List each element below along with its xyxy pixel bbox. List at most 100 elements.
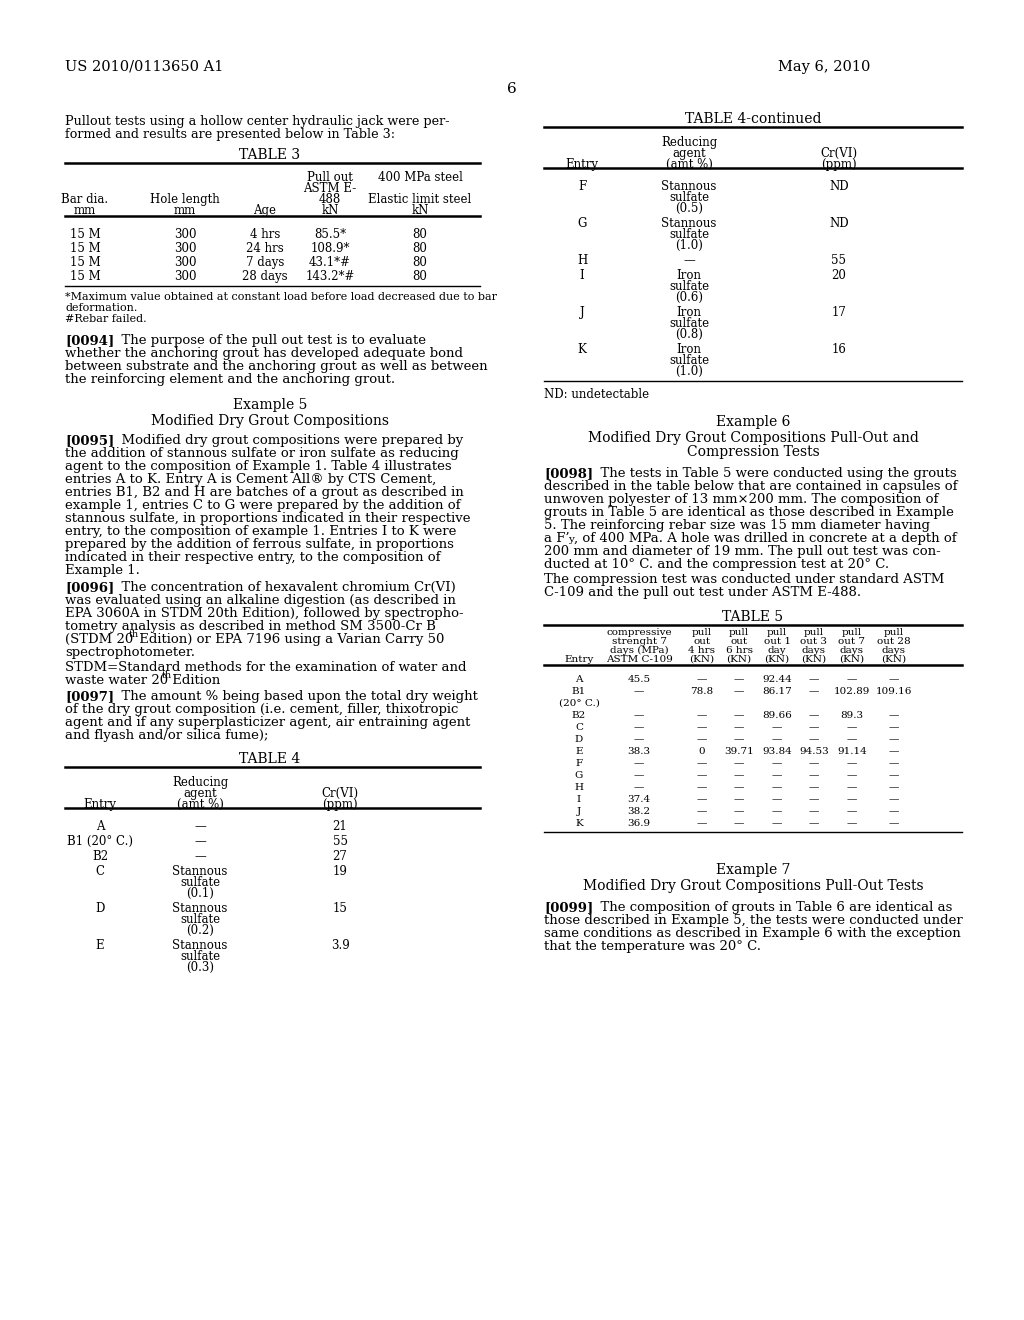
Text: A: A bbox=[96, 820, 104, 833]
Text: Example 7: Example 7 bbox=[716, 863, 791, 876]
Text: —: — bbox=[889, 711, 899, 719]
Text: ND: ND bbox=[829, 216, 849, 230]
Text: (KN): (KN) bbox=[726, 655, 752, 664]
Text: D: D bbox=[95, 902, 104, 915]
Text: pull: pull bbox=[804, 628, 824, 638]
Text: May 6, 2010: May 6, 2010 bbox=[777, 59, 870, 74]
Text: Iron: Iron bbox=[677, 269, 701, 282]
Text: —: — bbox=[772, 807, 782, 816]
Text: Stannous: Stannous bbox=[662, 180, 717, 193]
Text: 36.9: 36.9 bbox=[628, 818, 650, 828]
Text: TABLE 4-continued: TABLE 4-continued bbox=[685, 112, 821, 125]
Text: 38.2: 38.2 bbox=[628, 807, 650, 816]
Text: (KN): (KN) bbox=[689, 655, 715, 664]
Text: US 2010/0113650 A1: US 2010/0113650 A1 bbox=[65, 59, 223, 74]
Text: D: D bbox=[574, 735, 583, 744]
Text: sulfate: sulfate bbox=[669, 317, 709, 330]
Text: The composition of grouts in Table 6 are identical as: The composition of grouts in Table 6 are… bbox=[592, 902, 952, 913]
Text: —: — bbox=[696, 723, 708, 733]
Text: (KN): (KN) bbox=[765, 655, 790, 664]
Text: (ppm): (ppm) bbox=[821, 158, 857, 172]
Text: A: A bbox=[575, 675, 583, 684]
Text: kN: kN bbox=[412, 205, 429, 216]
Text: —: — bbox=[734, 795, 744, 804]
Text: —: — bbox=[809, 783, 819, 792]
Text: days (MPa): days (MPa) bbox=[609, 645, 669, 655]
Text: 80: 80 bbox=[413, 228, 427, 242]
Text: strenght 7: strenght 7 bbox=[611, 638, 667, 645]
Text: —: — bbox=[195, 850, 206, 863]
Text: B1: B1 bbox=[571, 686, 586, 696]
Text: out: out bbox=[693, 638, 711, 645]
Text: [0097]: [0097] bbox=[65, 690, 114, 704]
Text: 109.16: 109.16 bbox=[876, 686, 912, 696]
Text: *Maximum value obtained at constant load before load decreased due to bar: *Maximum value obtained at constant load… bbox=[65, 292, 497, 302]
Text: out 1: out 1 bbox=[764, 638, 791, 645]
Text: —: — bbox=[809, 686, 819, 696]
Text: (20° C.): (20° C.) bbox=[558, 700, 599, 708]
Text: out: out bbox=[730, 638, 748, 645]
Text: days: days bbox=[802, 645, 826, 655]
Text: 102.89: 102.89 bbox=[834, 686, 870, 696]
Text: agent to the composition of Example 1. Table 4 illustrates: agent to the composition of Example 1. T… bbox=[65, 459, 452, 473]
Text: The concentration of hexavalent chromium Cr(VI): The concentration of hexavalent chromium… bbox=[113, 581, 456, 594]
Text: 20: 20 bbox=[831, 269, 847, 282]
Text: 93.84: 93.84 bbox=[762, 747, 792, 756]
Text: deformation.: deformation. bbox=[65, 304, 137, 313]
Text: —: — bbox=[734, 771, 744, 780]
Text: sulfate: sulfate bbox=[180, 876, 220, 888]
Text: —: — bbox=[696, 807, 708, 816]
Text: —: — bbox=[772, 735, 782, 744]
Text: Cr(VI): Cr(VI) bbox=[820, 147, 857, 160]
Text: Bar dia.: Bar dia. bbox=[61, 193, 109, 206]
Text: agent: agent bbox=[183, 787, 217, 800]
Text: entries B1, B2 and H are batches of a grout as described in: entries B1, B2 and H are batches of a gr… bbox=[65, 486, 464, 499]
Text: 300: 300 bbox=[174, 256, 197, 269]
Text: —: — bbox=[847, 675, 857, 684]
Text: —: — bbox=[809, 795, 819, 804]
Text: —: — bbox=[634, 711, 644, 719]
Text: —: — bbox=[809, 711, 819, 719]
Text: spectrophotometer.: spectrophotometer. bbox=[65, 645, 195, 659]
Text: The compression test was conducted under standard ASTM: The compression test was conducted under… bbox=[544, 573, 944, 586]
Text: a F’: a F’ bbox=[544, 532, 569, 545]
Text: (amt %): (amt %) bbox=[176, 799, 223, 810]
Text: 92.44: 92.44 bbox=[762, 675, 792, 684]
Text: grouts in Table 5 are identical as those described in Example: grouts in Table 5 are identical as those… bbox=[544, 506, 954, 519]
Text: —: — bbox=[889, 759, 899, 768]
Text: Edition) or EPA 7196 using a Varian Carry 50: Edition) or EPA 7196 using a Varian Carr… bbox=[135, 634, 444, 645]
Text: —: — bbox=[696, 735, 708, 744]
Text: H: H bbox=[574, 783, 584, 792]
Text: —: — bbox=[889, 747, 899, 756]
Text: Modified dry grout compositions were prepared by: Modified dry grout compositions were pre… bbox=[113, 434, 463, 447]
Text: (0.8): (0.8) bbox=[675, 327, 702, 341]
Text: K: K bbox=[575, 818, 583, 828]
Text: tometry analysis as described in method SM 3500-Cr B: tometry analysis as described in method … bbox=[65, 620, 436, 634]
Text: —: — bbox=[696, 783, 708, 792]
Text: (ppm): (ppm) bbox=[323, 799, 357, 810]
Text: #Rebar failed.: #Rebar failed. bbox=[65, 314, 146, 323]
Text: of the dry grout composition (i.e. cement, filler, thixotropic: of the dry grout composition (i.e. cemen… bbox=[65, 704, 459, 715]
Text: J: J bbox=[577, 807, 582, 816]
Text: Stannous: Stannous bbox=[172, 939, 227, 952]
Text: —: — bbox=[809, 675, 819, 684]
Text: sulfate: sulfate bbox=[669, 191, 709, 205]
Text: —: — bbox=[809, 807, 819, 816]
Text: Modified Dry Grout Compositions Pull-Out Tests: Modified Dry Grout Compositions Pull-Out… bbox=[583, 879, 924, 894]
Text: (STDM 20: (STDM 20 bbox=[65, 634, 133, 645]
Text: —: — bbox=[889, 807, 899, 816]
Text: —: — bbox=[734, 818, 744, 828]
Text: —: — bbox=[634, 723, 644, 733]
Text: TABLE 5: TABLE 5 bbox=[723, 610, 783, 624]
Text: Entry: Entry bbox=[564, 655, 594, 664]
Text: C-109 and the pull out test under ASTM E-488.: C-109 and the pull out test under ASTM E… bbox=[544, 586, 861, 599]
Text: B2: B2 bbox=[92, 850, 109, 863]
Text: —: — bbox=[889, 818, 899, 828]
Text: 80: 80 bbox=[413, 242, 427, 255]
Text: I: I bbox=[580, 269, 585, 282]
Text: —: — bbox=[847, 818, 857, 828]
Text: Example 6: Example 6 bbox=[716, 414, 791, 429]
Text: (KN): (KN) bbox=[882, 655, 906, 664]
Text: agent and if any superplasticizer agent, air entraining agent: agent and if any superplasticizer agent,… bbox=[65, 715, 470, 729]
Text: and flyash and/or silica fume);: and flyash and/or silica fume); bbox=[65, 729, 268, 742]
